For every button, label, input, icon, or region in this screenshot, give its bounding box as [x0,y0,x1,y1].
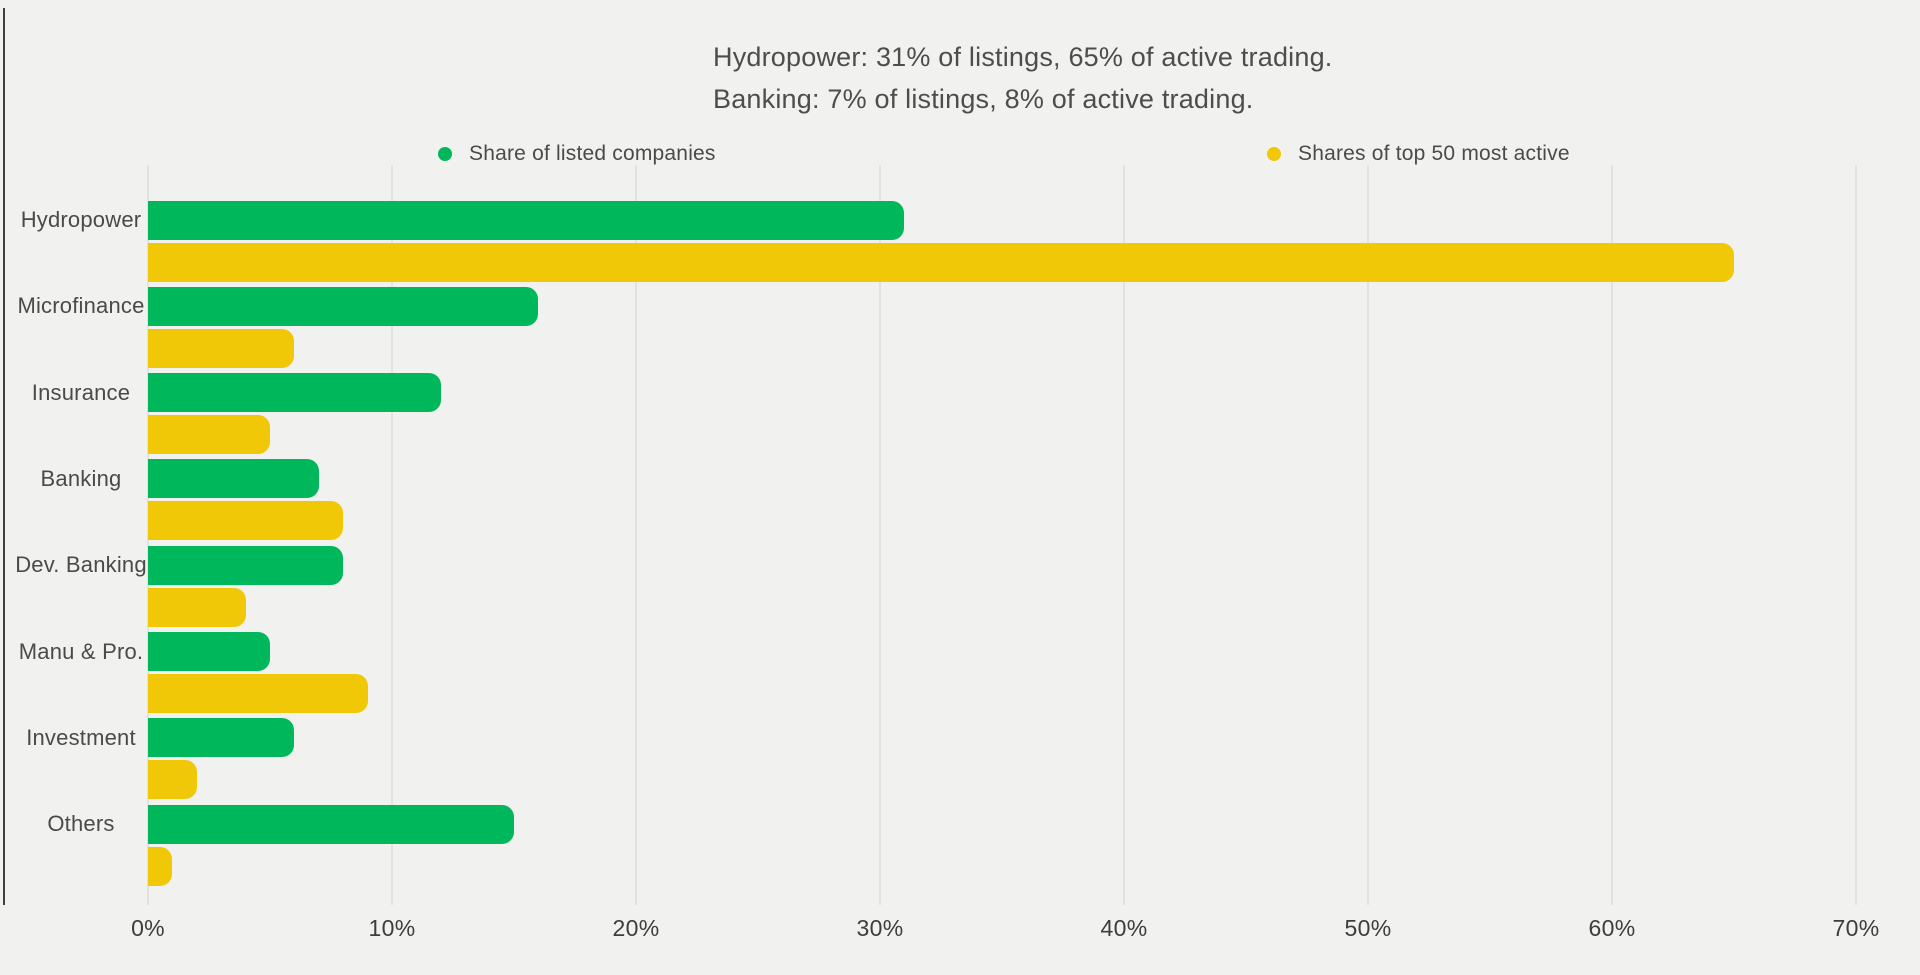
bar-listed-insurance [148,373,441,413]
legend-label-top50-active: Shares of top 50 most active [1298,142,1570,165]
x-axis-tick-label: 50% [1344,915,1392,941]
legend-dot-yellow-icon [1267,147,1281,161]
bar-active-investment [148,760,197,800]
legend-item-listed-companies: Share of listed companies [438,142,716,166]
bar-active-others [148,846,173,886]
gridline-30 [879,165,881,905]
bar-listed-manu-pro- [148,632,270,671]
legend-item-top50-active: Shares of top 50 most active [1267,142,1570,166]
category-label-investment: Investment [26,724,136,750]
category-label-hydropower: Hydropower [20,207,142,232]
bar-active-manu-pro- [148,674,368,713]
bar-active-microfinance [148,328,295,368]
y-axis-line [3,8,5,905]
bar-listed-dev-banking [148,545,344,585]
category-label-insurance: Insurance [31,379,131,405]
x-axis-tick-label: 40% [1100,915,1148,941]
legend-label-listed-companies: Share of listed companies [469,142,716,165]
category-label-banking: Banking [40,465,122,491]
category-label-dev-banking: Dev. Banking [15,552,147,578]
gridline-20 [635,165,637,905]
bar-listed-others [148,804,514,844]
category-label-others: Others [47,811,115,837]
bar-listed-banking [148,459,319,499]
bar-listed-investment [148,718,295,758]
gridline-40 [1123,165,1125,905]
gridline-70 [1855,165,1857,905]
bar-listed-microfinance [148,286,539,326]
category-label-microfinance: Microfinance [17,293,145,319]
category-label-manu-pro-: Manu & Pro. [18,638,144,664]
x-axis-tick-label: 70% [1832,915,1880,941]
chart-annotation: Hydropower: 31% of listings, 65% of acti… [713,36,1333,120]
bar-active-dev-banking [148,587,246,627]
x-axis-tick-label: 0% [131,915,165,941]
bar-active-hydropower [148,242,1734,282]
legend-dot-green-icon [438,147,452,161]
annotation-line-banking: Banking: 7% of listings, 8% of active tr… [713,84,1254,114]
gridline-10 [391,165,393,905]
x-axis-tick-label: 60% [1588,915,1636,941]
x-axis-tick-label: 20% [612,915,660,941]
x-axis-tick-label: 10% [368,915,416,941]
annotation-line-hydropower: Hydropower: 31% of listings, 65% of acti… [713,42,1333,72]
bar-listed-hydropower [148,200,905,240]
bar-active-insurance [148,415,270,455]
gridline-60 [1611,165,1613,905]
x-axis-tick-label: 30% [856,915,904,941]
gridline-50 [1367,165,1369,905]
bar-active-banking [148,501,344,541]
